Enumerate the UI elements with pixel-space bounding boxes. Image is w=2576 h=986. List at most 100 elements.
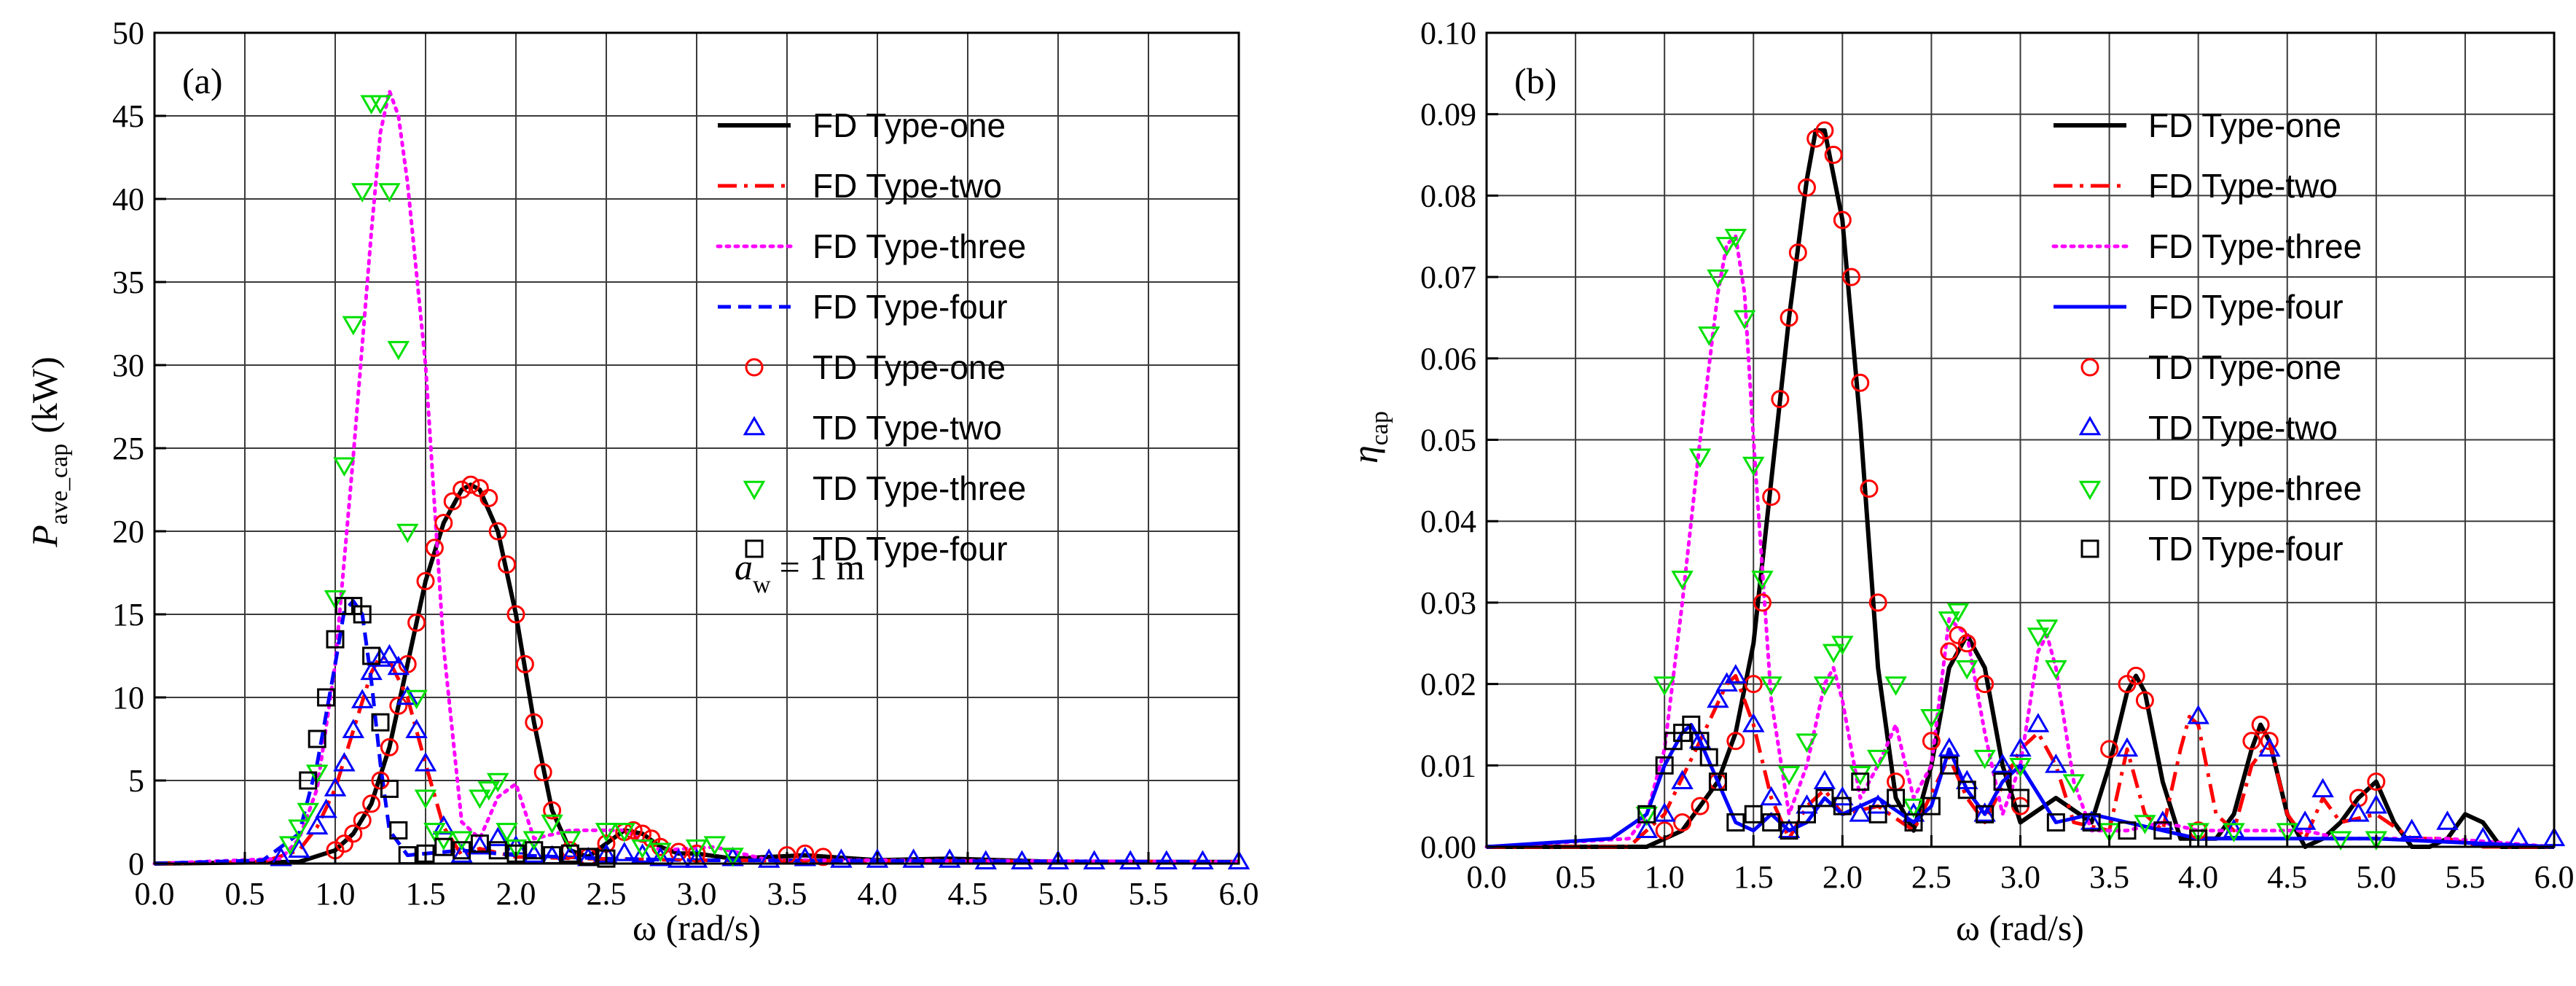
data-point-td-type-three <box>496 823 518 842</box>
data-point-td-type-four <box>353 605 372 624</box>
legend-a: FD Type-one FD Type-two FD Type-three FD Ty… <box>716 106 1026 568</box>
data-point-td-type-one <box>498 555 517 574</box>
x-tick-label: 4.5 <box>2267 859 2307 895</box>
data-point-td-type-three <box>432 831 455 851</box>
data-point-td-type-three <box>387 340 410 361</box>
data-point-td-type-three <box>1866 749 1890 770</box>
data-point-td-type-four <box>1726 813 1745 832</box>
legend-swatch <box>745 358 764 377</box>
legend-label: FD Type-two <box>2148 167 2338 205</box>
y-tick-label: 0.00 <box>1420 829 1476 865</box>
data-point-td-type-one <box>515 654 534 673</box>
x-tick-label: 5.0 <box>2356 859 2396 895</box>
data-point-td-type-three <box>297 802 320 823</box>
data-point-td-type-two <box>1011 850 1033 870</box>
y-axis-label-a-unit: (kW) <box>24 356 65 434</box>
data-point-td-type-one <box>814 848 833 866</box>
legend-label: TD Type-one <box>2148 348 2341 386</box>
data-point-td-type-three <box>1813 676 1836 696</box>
x-tick-label: 0.0 <box>1467 859 1507 895</box>
data-point-td-type-three <box>2027 627 2050 647</box>
data-point-td-type-three <box>396 523 419 544</box>
data-point-td-type-three <box>378 183 401 203</box>
data-point-td-type-one <box>380 737 399 756</box>
data-point-td-type-two <box>2151 810 2174 830</box>
data-point-td-type-two <box>2258 737 2281 757</box>
legend-item-td-type-three: TD Type-three <box>2078 469 2362 507</box>
legend-swatch <box>2080 539 2099 558</box>
series-a <box>152 89 1250 870</box>
data-point-td-type-two <box>1831 786 1854 806</box>
data-point-td-type-three <box>685 839 708 859</box>
y-tick-label: 0.05 <box>1420 423 1476 458</box>
data-point-td-type-two <box>667 848 690 868</box>
data-point-td-type-one <box>1815 121 1834 140</box>
legend-label: FD Type-two <box>813 167 1002 205</box>
data-point-td-type-one <box>1851 373 1870 392</box>
x-tick-label: 5.5 <box>2445 859 2485 895</box>
data-point-td-type-two <box>432 815 455 835</box>
x-tick-label: 4.5 <box>948 876 988 912</box>
legend-item-td-type-one: TD Type-one <box>2080 348 2341 386</box>
data-point-td-type-three <box>1938 611 1961 631</box>
data-point-td-type-two <box>450 843 473 863</box>
data-point-td-type-one <box>2242 732 2261 751</box>
data-point-td-type-four <box>453 841 471 860</box>
ticks-b: 0.0 0.5 1.0 1.5 2.0 2.5 3.0 3.5 4.0 4.5 5.0 5.5 6.0 0… <box>1420 15 2575 895</box>
data-point-td-type-three <box>721 848 744 867</box>
svg-text:ηcap: ηcap <box>1344 411 1393 463</box>
data-point-td-type-one <box>624 821 643 840</box>
data-point-td-type-two <box>2009 737 2032 757</box>
data-point-td-type-two <box>342 719 365 738</box>
data-point-td-type-four <box>317 688 336 707</box>
data-point-td-type-one <box>1798 178 1816 197</box>
y-axis-label-b-sub: cap <box>1366 411 1393 445</box>
data-point-td-type-three <box>333 457 356 477</box>
data-point-td-type-three <box>288 819 310 840</box>
y-tick-label: 30 <box>112 348 144 383</box>
data-point-td-type-two <box>631 843 654 863</box>
data-point-td-type-four <box>1762 813 1781 832</box>
legend-item-fd-type-two: FD Type-two <box>2054 167 2338 205</box>
data-point-td-type-three <box>2276 823 2298 842</box>
y-tick-label: 0.06 <box>1420 341 1476 377</box>
x-tick-label: 3.0 <box>677 876 717 912</box>
data-point-td-type-four <box>579 848 598 866</box>
data-point-td-type-one <box>2126 666 2145 685</box>
legend-label: FD Type-four <box>813 288 1008 326</box>
y-tick-label: 15 <box>112 597 144 633</box>
y-tick-label: 35 <box>112 265 144 300</box>
data-point-td-type-two <box>288 838 310 858</box>
series-b <box>1484 121 2566 851</box>
data-point-td-type-two <box>866 848 889 868</box>
data-point-td-type-two <box>1046 850 1070 870</box>
data-point-td-type-three <box>1902 798 1925 818</box>
data-point-td-type-two <box>2223 818 2245 838</box>
y-axis-label-a-sub: ave_cap <box>46 444 73 525</box>
data-point-td-type-two <box>305 815 329 835</box>
data-point-td-type-three <box>278 836 302 856</box>
data-point-td-type-three <box>1831 635 1854 655</box>
data-point-td-type-three <box>541 814 563 834</box>
y-tick-label: 0.01 <box>1420 748 1476 783</box>
data-point-td-type-two <box>1796 794 1818 814</box>
data-point-td-type-four <box>2153 821 2172 840</box>
series-line-fd-type-one <box>154 482 1239 866</box>
legend-item-fd-type-four: FD Type-four <box>718 288 1008 326</box>
data-point-td-type-one <box>461 475 480 494</box>
legend-item-td-type-four: TD Type-four <box>2080 530 2344 568</box>
data-point-td-type-one <box>1771 390 1790 409</box>
data-point-td-type-one <box>506 605 525 624</box>
data-point-td-type-three <box>703 836 727 856</box>
panel-label-b: (b) <box>1514 60 1557 101</box>
data-point-td-type-four <box>1744 805 1763 823</box>
legend-item-td-type-two: TD Type-two <box>2078 409 2338 447</box>
x-axis-label-b: ω (rad/s) <box>1956 907 2084 948</box>
data-point-td-type-four <box>525 841 544 860</box>
data-point-td-type-three <box>1973 749 1996 770</box>
data-point-td-type-two <box>1688 729 1712 749</box>
panel-label-a: (a) <box>182 60 223 101</box>
data-point-td-type-three <box>1671 571 1694 590</box>
data-point-td-type-one <box>2135 691 2154 710</box>
x-tick-label: 0.5 <box>225 876 265 912</box>
